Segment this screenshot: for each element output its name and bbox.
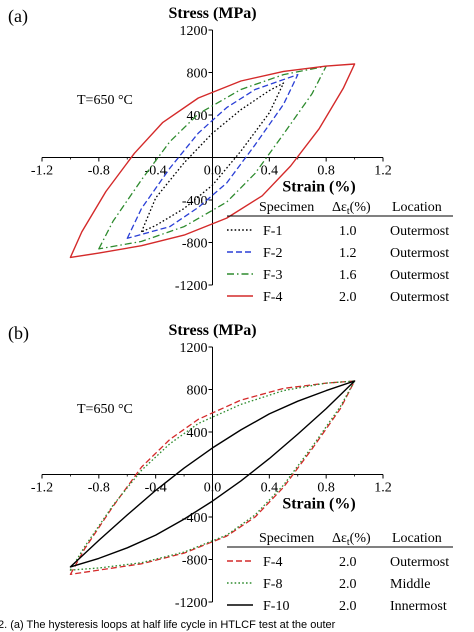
legend-specimen-name: F-10 [263, 599, 289, 614]
x-tick-label: -1.2 [31, 164, 53, 179]
y-tick-label: -1200 [175, 279, 208, 294]
x-tick-label: 1.2 [374, 481, 392, 496]
chart-panels: -1.2 -0.8 -0.4 0.0 0.4 0.8 1.2 -1200 -800 -400 400… [8, 5, 453, 614]
legend-specimen-name: F-1 [263, 224, 282, 239]
chart-panel-a: -1.2 -0.8 -0.4 0.0 0.4 0.8 1.2-1200-800-400400… [8, 5, 453, 305]
legend-specimen-name: F-8 [263, 577, 282, 592]
legend-specimen-name: F-2 [263, 246, 282, 261]
legend-strain-range: 2.0 [339, 555, 357, 570]
x-tick-label: 0.4 [261, 164, 279, 179]
legend-specimen-name: F-4 [263, 290, 282, 305]
legend-location: Middle [390, 577, 430, 592]
legend-strain-range: 2.0 [339, 290, 357, 305]
series-loop-f-8 [69, 380, 356, 571]
x-tick-label: 0.0 [204, 481, 222, 496]
legend-strain-range: 1.2 [339, 246, 357, 261]
legend: Specimen Δεt(%) Location F-4 2.0 Outermost F-8… [227, 531, 453, 614]
legend-location: Outermost [390, 224, 449, 239]
panel-label: (a) [8, 6, 28, 27]
x-tick-label: 0.8 [317, 164, 335, 179]
x-tick-label: 0.0 [204, 164, 222, 179]
series-loop-f-10 [69, 380, 356, 568]
y-axis-title: Stress (MPa) [168, 5, 256, 22]
legend-header-location: Location [392, 200, 442, 215]
x-tick-label: -1.2 [31, 481, 53, 496]
legend-header-location: Location [392, 531, 442, 546]
y-tick-label: 800 [187, 384, 208, 399]
x-tick-label: 1.2 [374, 164, 392, 179]
y-tick-label: 400 [187, 426, 208, 441]
legend-header-specimen: Specimen [259, 200, 314, 215]
series-loop-f-1 [140, 82, 285, 233]
legend-header-strain-range: Δεt(%) [332, 200, 371, 217]
legend-header-specimen: Specimen [259, 531, 314, 546]
legend: Specimen Δεt(%) Location F-1 1.0 Outermost F-2… [227, 200, 453, 305]
legend-location: Outermost [390, 290, 449, 305]
x-tick-label: 0.4 [261, 481, 279, 496]
y-tick-label: -800 [182, 237, 208, 252]
y-tick-label: 400 [187, 109, 208, 124]
x-tick-label: 0.8 [317, 481, 335, 496]
chart-panel-b: -1.2 -0.8 -0.4 0.0 0.4 0.8 1.2 -1200 -800 -400 400… [8, 322, 453, 614]
legend-location: Outermost [390, 555, 449, 570]
legend-strain-range: 1.6 [339, 268, 357, 283]
series-loop-f-2 [126, 73, 299, 239]
x-tick-label: -0.8 [88, 481, 110, 496]
legend-strain-range: 2.0 [339, 577, 357, 592]
x-tick-label: -0.8 [88, 164, 110, 179]
legend-specimen-name: F-4 [263, 555, 282, 570]
y-tick-label: 1200 [180, 341, 208, 356]
legend-location: Innermost [390, 599, 447, 614]
y-tick-label: 800 [187, 67, 208, 82]
legend-specimen-name: F-3 [263, 268, 282, 283]
panel-label: (b) [8, 323, 29, 344]
legend-strain-range: 2.0 [339, 599, 357, 614]
x-tick-label: -0.4 [145, 164, 167, 179]
y-tick-label: -400 [182, 511, 208, 526]
figure-caption: 2. (a) The hysteresis loops at half life… [0, 619, 336, 631]
temperature-annotation: T=650 °C [77, 93, 133, 108]
legend-location: Outermost [390, 268, 449, 283]
legend-strain-range: 1.0 [339, 224, 357, 239]
y-axis-title: Stress (MPa) [168, 322, 256, 339]
y-tick-label: 1200 [180, 24, 208, 39]
legend-header-strain-range: Δεt(%) [332, 531, 371, 548]
legend-location: Outermost [390, 246, 449, 261]
y-tick-label: -800 [182, 554, 208, 569]
series-loop-f-4 [69, 63, 356, 259]
x-axis-title: Strain (%) [282, 496, 355, 513]
y-tick-label: -1200 [175, 596, 208, 611]
x-axis-title: Strain (%) [282, 179, 355, 196]
temperature-annotation: T=650 °C [77, 402, 133, 417]
x-tick-label: -0.4 [145, 481, 167, 496]
